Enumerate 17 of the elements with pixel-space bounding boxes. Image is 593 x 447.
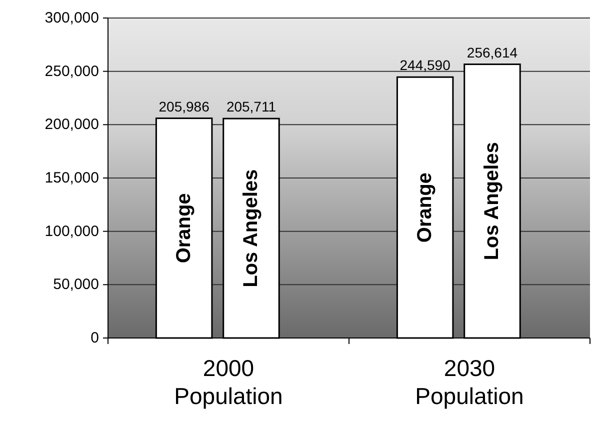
y-tick-label: 250,000 (44, 62, 99, 80)
text: Los Angeles (481, 142, 504, 260)
y-tick-label: 50,000 (53, 276, 99, 294)
x-tick-label: 2030 Population (415, 355, 524, 409)
y-tick-label: 0 (90, 330, 99, 346)
series-label: Orange (173, 193, 196, 264)
x-tick-label: 2000 Population (174, 355, 283, 409)
y-tick-label: 150,000 (44, 170, 99, 186)
data-label: 244,590 (400, 57, 451, 74)
y-tick-label: 100,000 (44, 222, 99, 240)
data-label: 205,986 (158, 98, 210, 114)
text: Orange (414, 172, 436, 243)
y-tick-label: 300,000 (44, 10, 99, 26)
y-tick-label: 200,000 (44, 116, 99, 134)
series-label: Los Angeles (240, 169, 262, 288)
data-label: 205,711 (226, 98, 276, 115)
data-label: 256,614 (466, 44, 518, 60)
